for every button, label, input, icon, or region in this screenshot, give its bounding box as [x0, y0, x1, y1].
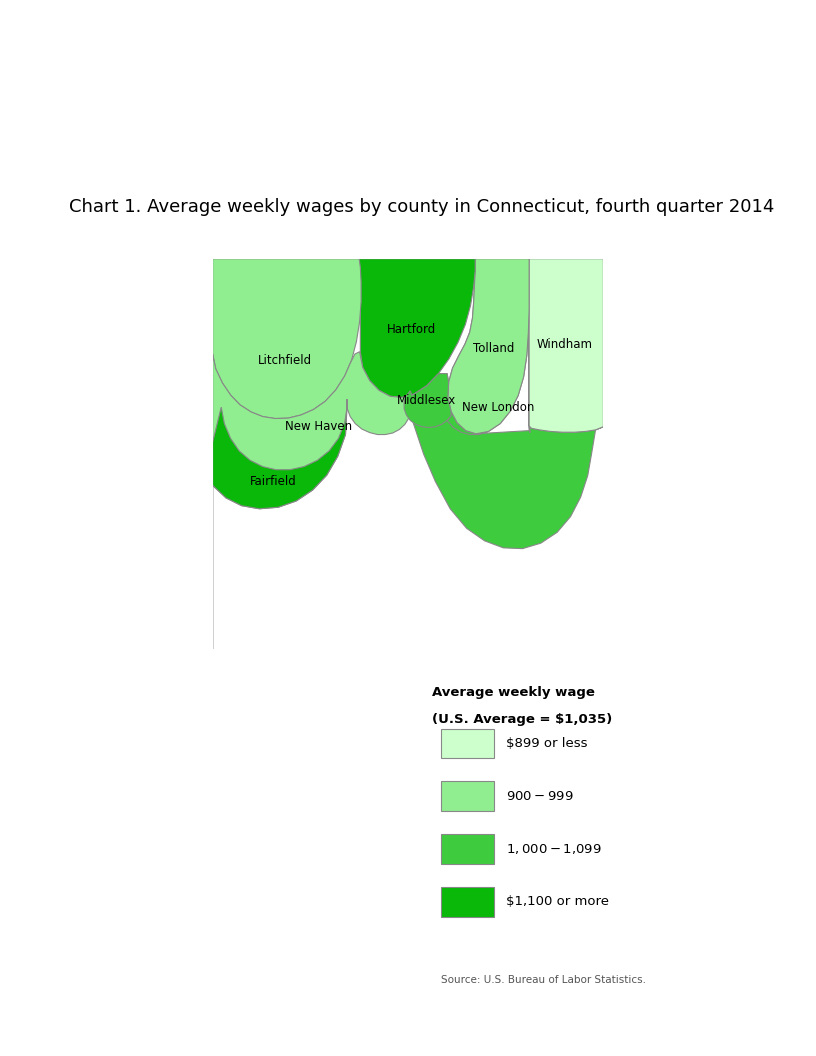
Text: $1,000-$1,099: $1,000-$1,099 [506, 842, 601, 856]
Text: $900-$999: $900-$999 [506, 790, 574, 803]
Text: New London: New London [462, 400, 534, 414]
Text: Litchfield: Litchfield [258, 354, 312, 366]
Polygon shape [409, 259, 603, 549]
Polygon shape [404, 374, 451, 428]
Text: Average weekly wage: Average weekly wage [432, 686, 596, 699]
Text: Source: U.S. Bureau of Labor Statistics.: Source: U.S. Bureau of Labor Statistics. [441, 975, 645, 984]
Polygon shape [213, 399, 347, 649]
Text: New Haven: New Haven [285, 420, 352, 433]
Polygon shape [213, 259, 361, 442]
Text: Windham: Windham [536, 338, 592, 352]
Text: Tolland: Tolland [473, 342, 515, 355]
Text: Middlesex: Middlesex [397, 394, 456, 407]
Text: (U.S. Average = $1,035): (U.S. Average = $1,035) [432, 713, 613, 725]
Text: Hartford: Hartford [388, 322, 437, 336]
Text: Fairfield: Fairfield [250, 475, 296, 488]
Polygon shape [448, 259, 529, 434]
Text: $1,100 or more: $1,100 or more [506, 895, 609, 908]
Polygon shape [213, 352, 412, 509]
Polygon shape [529, 259, 603, 432]
Polygon shape [359, 259, 475, 397]
Text: $899 or less: $899 or less [506, 737, 588, 750]
Text: Chart 1. Average weekly wages by county in Connecticut, fourth quarter 2014: Chart 1. Average weekly wages by county … [69, 199, 774, 216]
